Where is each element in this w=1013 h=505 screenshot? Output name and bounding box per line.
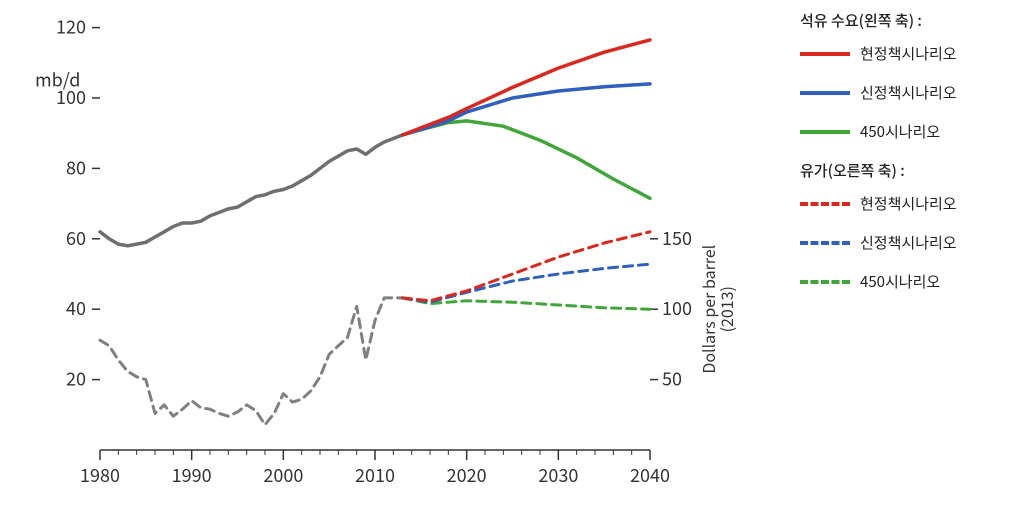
svg-text:2030: 2030 [538, 462, 578, 488]
legend: 석유 수요(왼쪽 축) : 현정책시나리오 신정책시나리오 450시나리오 유가… [800, 10, 1010, 310]
legend-label: 현정책시나리오 [860, 193, 957, 214]
svg-text:(2013): (2013) [714, 286, 738, 332]
legend-label: 신정책시나리오 [860, 82, 957, 103]
svg-text:120: 120 [56, 14, 86, 40]
svg-text:80: 80 [66, 154, 86, 180]
legend-label: 450시나리오 [860, 271, 940, 292]
svg-text:mb/d: mb/d [35, 66, 80, 92]
chart-container: 1980199020002010202020302040204060801001… [0, 0, 1013, 505]
legend-item: 신정책시나리오 [800, 82, 1010, 103]
svg-text:2020: 2020 [447, 462, 487, 488]
legend-header-demand: 석유 수요(왼쪽 축) : [800, 10, 1010, 31]
legend-item: 신정책시나리오 [800, 232, 1010, 253]
legend-item: 450시나리오 [800, 121, 1010, 142]
svg-text:2040: 2040 [630, 462, 670, 488]
svg-text:100: 100 [662, 295, 692, 321]
svg-text:1980: 1980 [80, 462, 120, 488]
legend-label: 450시나리오 [860, 121, 940, 142]
svg-text:2000: 2000 [263, 462, 303, 488]
legend-swatch [800, 130, 850, 134]
legend-swatch [800, 52, 850, 56]
legend-swatch [800, 280, 850, 284]
svg-text:50: 50 [662, 366, 682, 392]
svg-text:40: 40 [66, 295, 86, 321]
legend-swatch [800, 202, 850, 206]
svg-text:20: 20 [66, 366, 86, 392]
svg-text:60: 60 [66, 225, 86, 251]
legend-item: 현정책시나리오 [800, 43, 1010, 64]
legend-item: 현정책시나리오 [800, 193, 1010, 214]
legend-header-price: 유가(오른쪽 축) : [800, 160, 1010, 181]
svg-text:2010: 2010 [355, 462, 395, 488]
legend-swatch [800, 91, 850, 95]
legend-swatch [800, 241, 850, 245]
legend-item: 450시나리오 [800, 271, 1010, 292]
svg-text:150: 150 [662, 225, 692, 251]
svg-text:1990: 1990 [172, 462, 212, 488]
legend-label: 신정책시나리오 [860, 232, 957, 253]
legend-label: 현정책시나리오 [860, 43, 957, 64]
